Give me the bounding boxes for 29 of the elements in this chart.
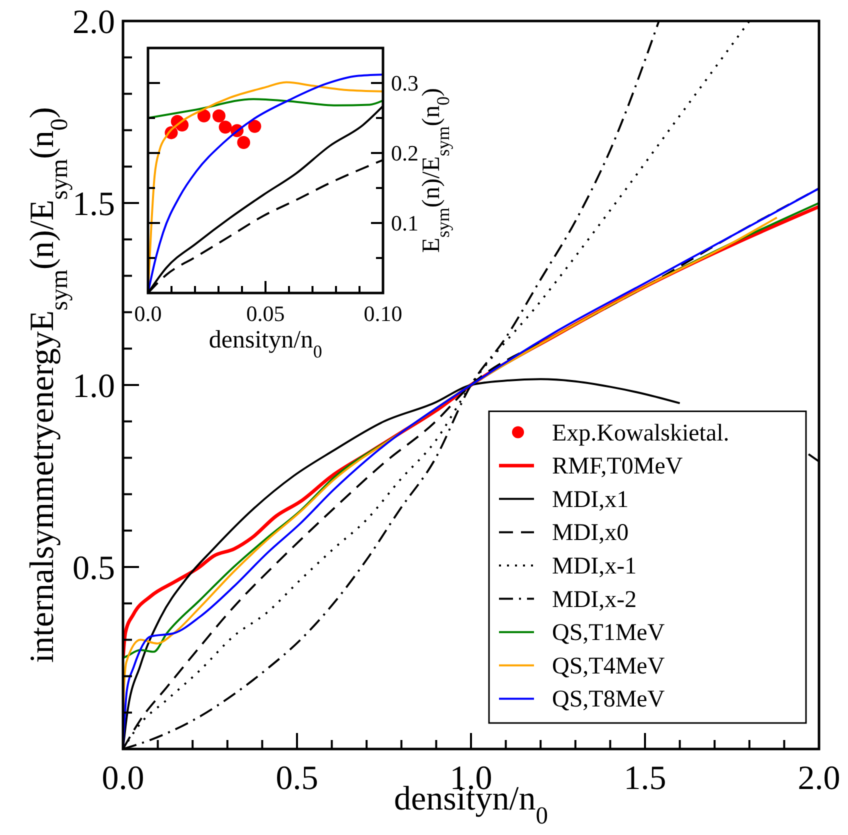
x-tick-label: 2.0 — [798, 760, 840, 797]
x-tick-label: 1.5 — [624, 760, 666, 797]
legend-label: MDI,x-1 — [552, 554, 637, 580]
legend-label: QS,T8MeV — [552, 686, 666, 713]
legend-label: MDI,x-2 — [552, 586, 637, 613]
legend-label: Exp.Kowalskietal. — [552, 420, 730, 446]
point — [248, 120, 262, 133]
legend-label: QS,T4MeV — [552, 653, 666, 680]
point — [237, 136, 250, 149]
legend-label: QS,T1MeV — [552, 620, 666, 646]
x-tick-label: 0.0 — [102, 760, 144, 797]
x-tick-label: 0.5 — [276, 760, 318, 797]
y-tick-label: 0.5 — [72, 550, 115, 587]
y-tick-label: 0.2 — [391, 140, 418, 166]
x-tick-label: 0.0 — [134, 301, 162, 326]
legend-label: MDI,x1 — [552, 486, 629, 513]
point — [218, 120, 232, 134]
y-tick-label: 1.5 — [72, 186, 115, 223]
x-tick-label: 0.10 — [364, 301, 402, 326]
legend-label: RMF,T0MeV — [552, 454, 684, 480]
y-tick-label: 0.1 — [391, 210, 418, 236]
y-tick-label: 2.0 — [72, 4, 115, 41]
x-tick-label: 0.05 — [246, 301, 285, 326]
legend-label: MDI,x0 — [552, 520, 629, 546]
y-tick-label: 0.3 — [391, 70, 418, 96]
point — [212, 109, 226, 122]
y-tick-label: 1.0 — [72, 368, 115, 405]
point — [197, 109, 210, 122]
x-axis-title: densityn/n$_{0}$ — [208, 326, 322, 362]
